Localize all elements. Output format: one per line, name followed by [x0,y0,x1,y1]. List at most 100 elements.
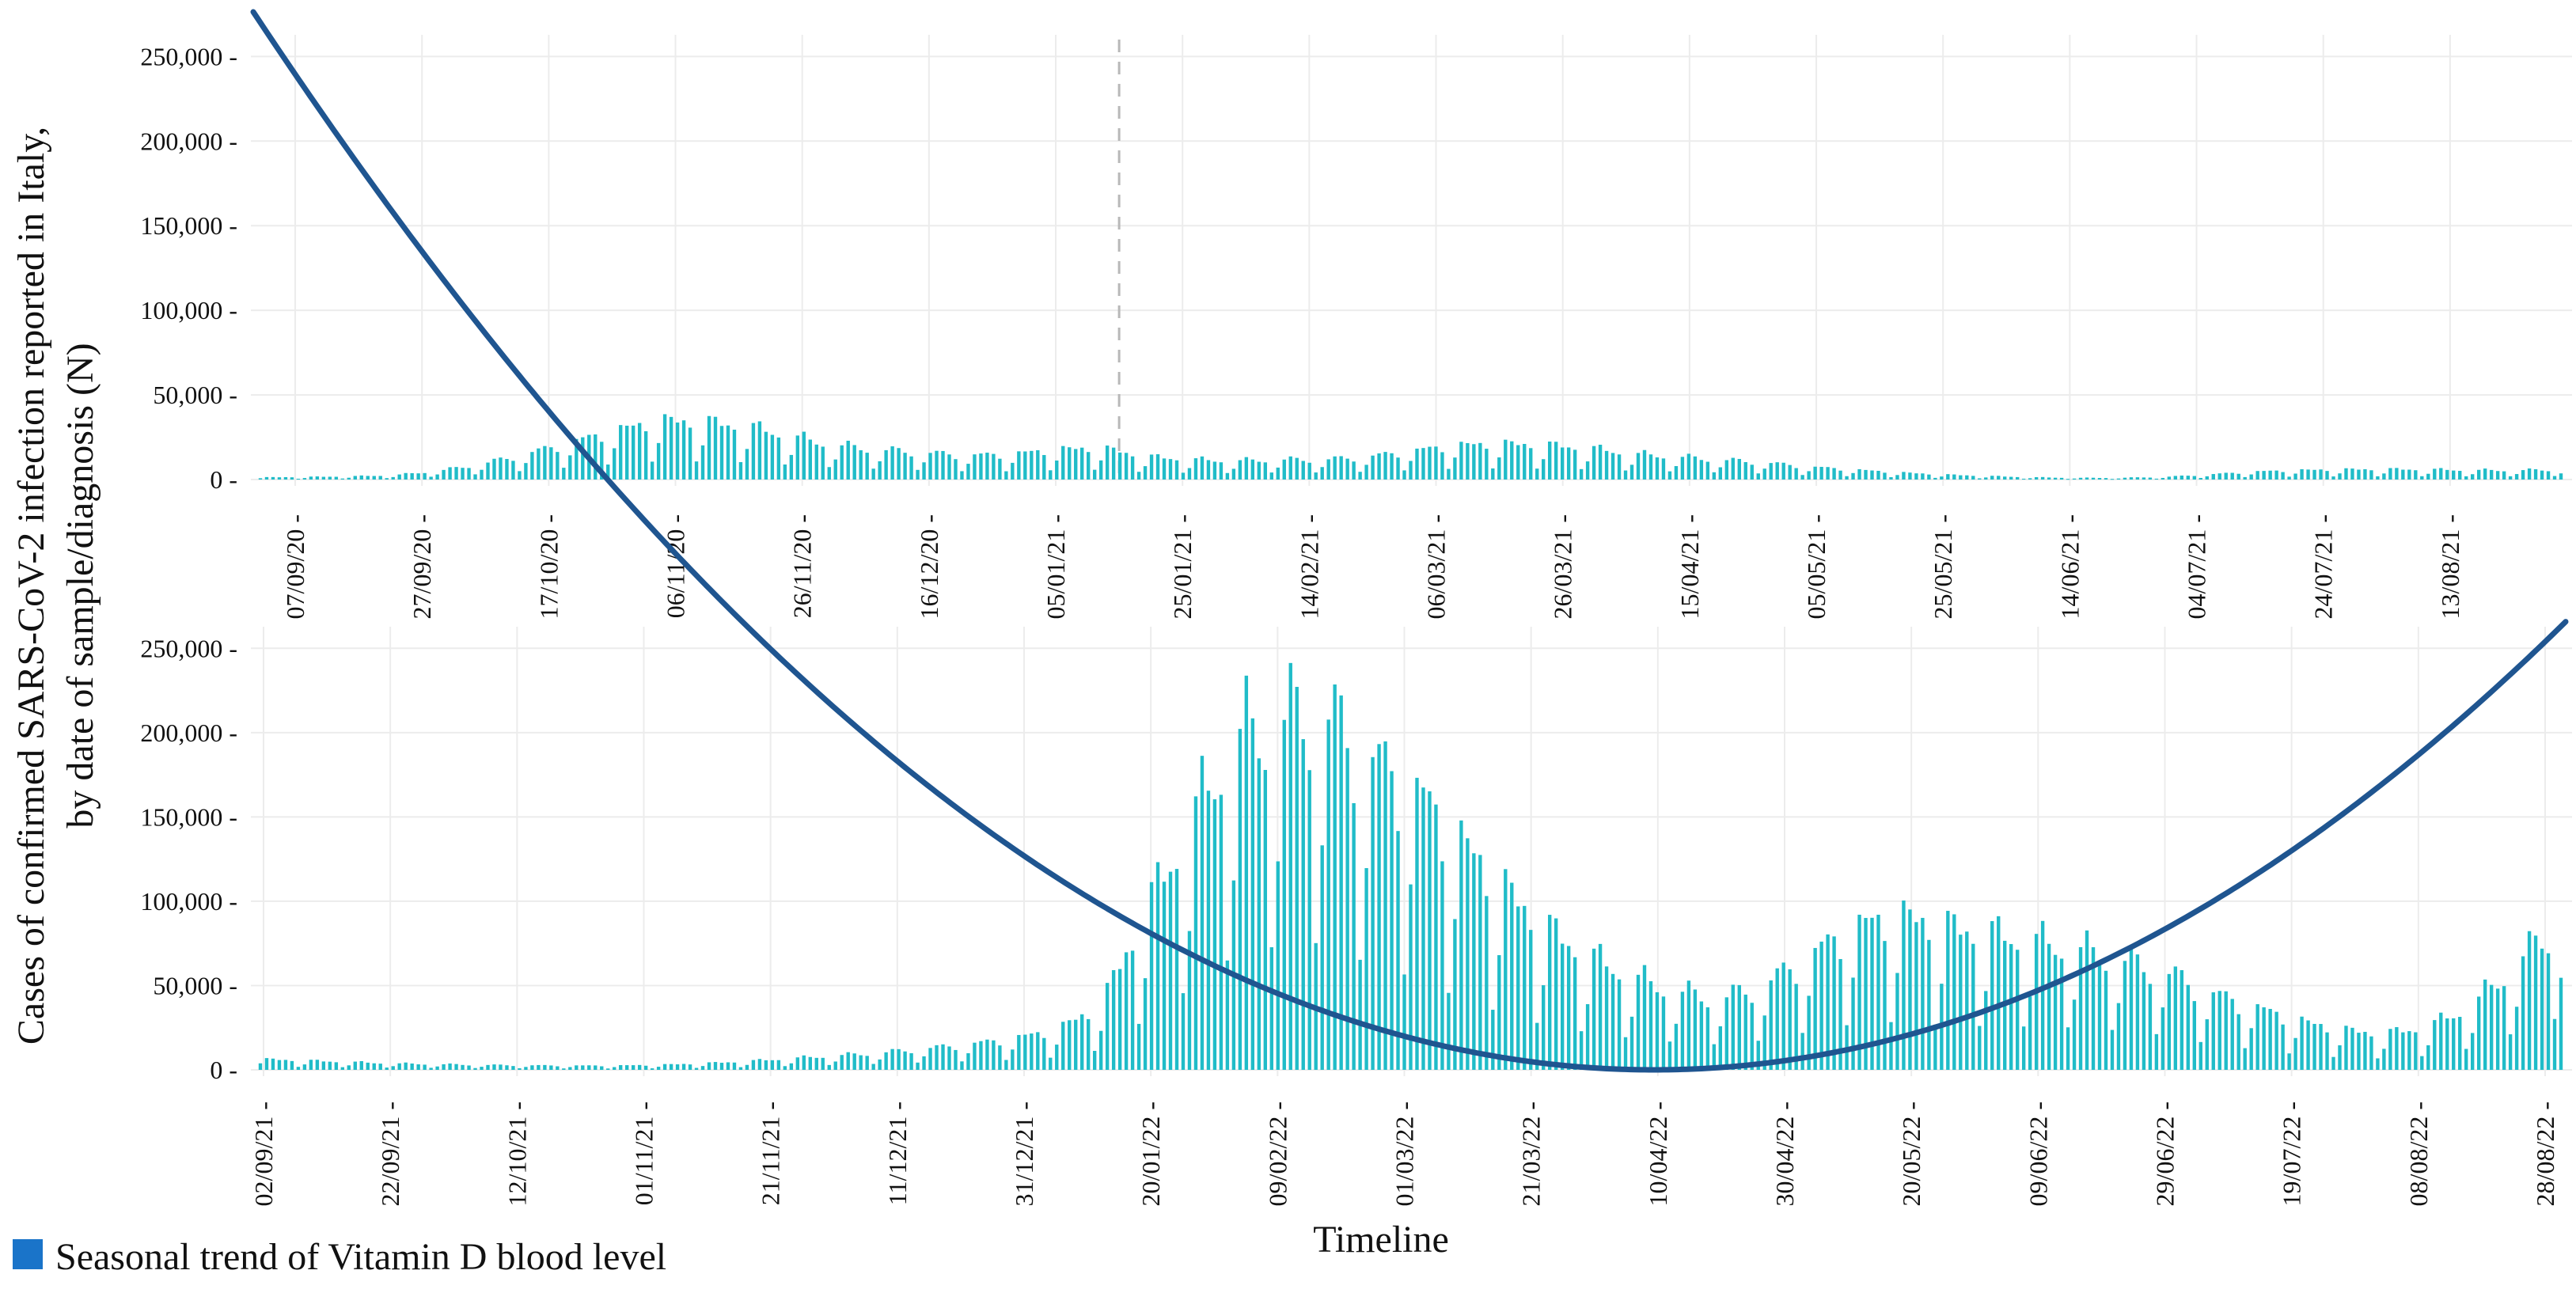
daily-case-bar [340,478,345,480]
daily-case-bar [2376,476,2380,480]
daily-case-bar [1447,992,1451,1070]
daily-case-bar [416,1064,420,1070]
daily-case-bar [1750,464,1754,480]
daily-case-bar [1314,472,1318,480]
daily-case-bar [966,1052,970,1070]
daily-case-bar [1390,453,1394,480]
daily-case-bar [770,1060,775,1070]
daily-case-bar [2433,468,2437,480]
daily-case-bar [1876,914,1880,1070]
daily-case-bar [1301,739,1305,1070]
daily-case-bar [2135,477,2140,480]
daily-case-bar [1686,980,1691,1070]
daily-case-bar [1921,917,1925,1070]
daily-case-bar [1510,441,1514,480]
y-tick-label: 250,000 - [140,634,237,662]
x-tick-label: 17/10/20 - [534,514,563,619]
daily-case-bar [2552,1018,2557,1070]
daily-case-bar [505,1065,509,1070]
daily-case-bar [2319,1024,2323,1070]
daily-case-bar [1307,770,1311,1070]
x-tick-label: 19/07/22 - [2278,1102,2306,1206]
daily-case-bar [277,1060,282,1070]
daily-case-bar [530,452,534,480]
daily-case-bar [1819,467,1823,480]
daily-case-bar [1219,794,1224,1070]
daily-case-bar [1762,468,1766,480]
daily-case-bar [2420,1056,2424,1070]
daily-case-bar [480,469,484,480]
daily-case-bar [795,435,800,480]
daily-case-bar [2287,476,2291,480]
daily-case-bar [435,1066,439,1070]
daily-case-bar [1307,462,1311,480]
daily-case-bar [643,1065,648,1070]
daily-case-bar [1155,862,1160,1070]
daily-case-bar [2527,931,2532,1070]
daily-case-bar [606,1068,610,1070]
daily-case-bar [1269,472,1273,480]
y-tick-label: 250,000 - [140,42,237,70]
daily-case-bar [321,476,326,480]
daily-case-bar [1371,756,1375,1070]
legend-label: Seasonal trend of Vitamin D blood level [55,1236,666,1278]
daily-case-bar [941,450,945,480]
daily-case-bar [448,1063,452,1070]
daily-case-bar [726,425,730,480]
daily-case-bar [1371,455,1375,480]
x-tick-label: 21/11/21 - [757,1102,785,1205]
x-tick-label: 14/06/21 - [2055,514,2084,619]
daily-case-bar [662,1064,667,1070]
daily-case-bar [2445,1018,2449,1070]
daily-case-bar [2344,468,2348,480]
daily-case-bar [1927,474,1931,480]
daily-case-bar [1971,943,1975,1070]
daily-case-bar [2527,468,2532,480]
x-tick-label: 05/05/21 - [1802,514,1831,619]
daily-case-bar [2502,471,2506,480]
daily-case-bar [2350,1027,2354,1070]
daily-case-bar [1080,447,1084,480]
daily-case-bar [1718,1026,1723,1070]
daily-case-bar [1629,464,1634,480]
daily-case-bar [916,469,920,480]
daily-case-bar [1004,1060,1008,1070]
daily-case-bar [1187,931,1192,1070]
daily-case-bar [979,453,983,480]
daily-case-bar [1902,472,1906,480]
daily-case-bar [998,458,1002,480]
x-tick-label: 24/07/21 - [2309,514,2338,619]
daily-case-bar [2199,1041,2202,1070]
daily-case-bar [1168,871,1173,1070]
daily-case-bar [2072,999,2077,1070]
daily-case-bar [1193,458,1198,480]
daily-case-bar [467,468,471,480]
daily-case-bar [1781,962,1785,1070]
daily-case-bar [795,1057,800,1070]
daily-case-bar [1560,943,1565,1070]
daily-case-bar [738,461,743,480]
daily-case-bar [1864,469,1868,480]
daily-case-bar [1117,969,1122,1070]
daily-case-bar [378,476,382,480]
daily-case-bar [2047,943,2051,1070]
daily-case-bar [859,449,863,480]
daily-case-bar [2540,948,2544,1070]
daily-case-bar [1004,471,1008,480]
daily-case-bar [637,423,642,480]
daily-case-bar [2104,478,2108,480]
daily-case-bar [1573,957,1577,1070]
daily-case-bar [1434,804,1438,1070]
daily-case-bar [2040,476,2045,480]
daily-case-bar [594,434,598,480]
daily-case-bar [954,1049,958,1070]
daily-case-bar [1629,1016,1634,1070]
daily-case-bar [2078,477,2083,480]
daily-case-bar [2009,944,2013,1070]
daily-case-bar [1952,474,1956,480]
daily-case-bar [1105,983,1110,1070]
daily-case-bar [1542,985,1546,1070]
daily-case-bar [675,422,680,480]
daily-case-bar [865,453,869,480]
daily-case-bar [2173,476,2178,480]
